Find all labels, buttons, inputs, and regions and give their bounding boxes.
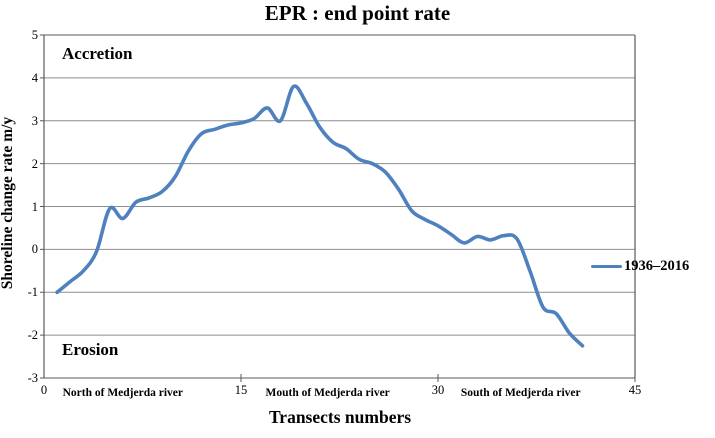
legend-line-swatch xyxy=(591,264,622,269)
y-tick-label: 2 xyxy=(31,156,38,171)
x-tick-label: 15 xyxy=(234,383,248,397)
y-tick-label: 1 xyxy=(31,199,38,214)
x-tick-label: 0 xyxy=(40,383,48,397)
y-tick-label: 3 xyxy=(31,113,38,128)
legend-series-label: 1936–2016 xyxy=(624,258,690,274)
accretion-annotation: Accretion xyxy=(62,44,133,63)
y-tick-label: 5 xyxy=(31,28,38,42)
x-axis-title: Transects numbers xyxy=(268,407,412,427)
legend: 1936–2016 xyxy=(591,258,689,275)
chart-title: EPR : end point rate xyxy=(264,1,451,25)
y-tick-label: 4 xyxy=(31,70,38,85)
x-tick-label: 30 xyxy=(431,383,445,397)
y-tick-label: -2 xyxy=(27,328,38,343)
y-tick-label: 0 xyxy=(31,242,38,257)
erosion-annotation: Erosion xyxy=(62,340,119,359)
region-label: North of Medjerda river xyxy=(62,387,183,399)
y-tick-label: -3 xyxy=(27,371,38,385)
series-line-1936-2016 xyxy=(55,84,585,348)
region-label: South of Medjerda river xyxy=(460,387,581,399)
region-label: Mouth of Medjerda river xyxy=(265,387,390,399)
y-tick-label: -1 xyxy=(27,285,38,300)
x-tick-label: 45 xyxy=(628,383,642,397)
